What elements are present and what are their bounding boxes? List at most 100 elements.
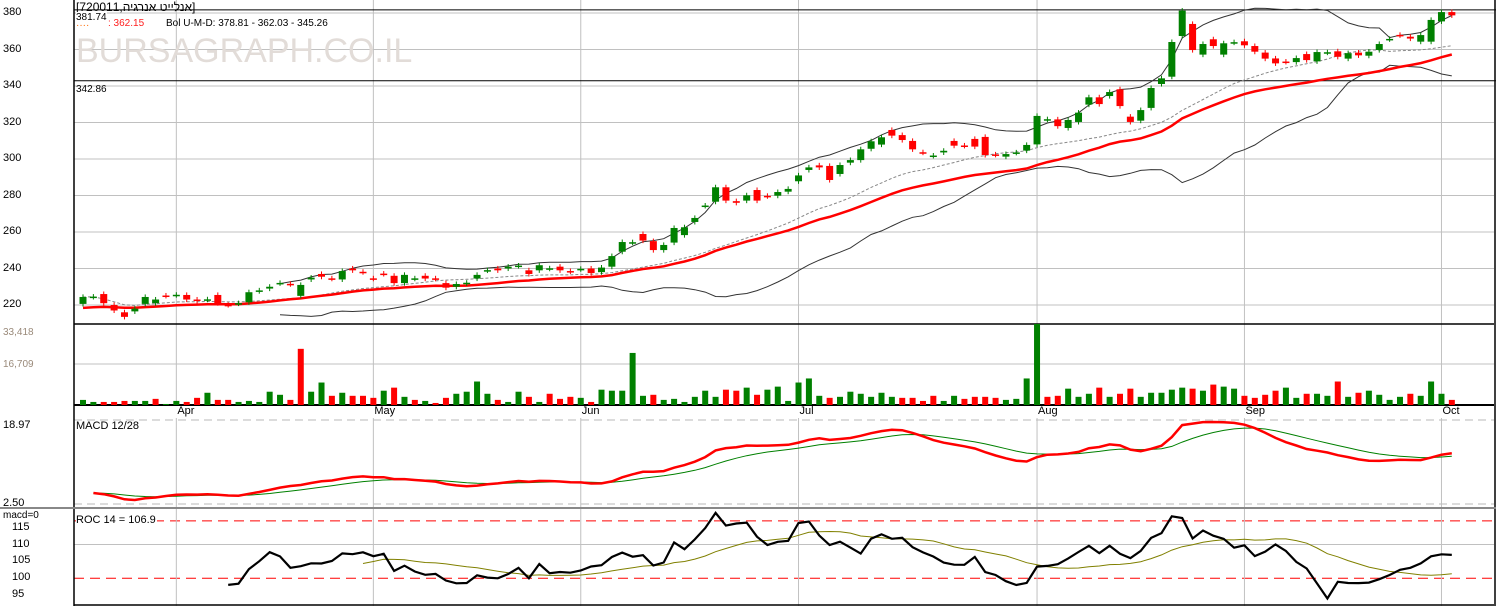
macd-tick-label: 2.50 bbox=[3, 497, 25, 509]
volume-bar bbox=[795, 382, 802, 405]
candle-body bbox=[193, 299, 201, 302]
price-tick-label: 380 bbox=[3, 6, 22, 18]
volume-bar bbox=[359, 395, 366, 405]
volume-bar bbox=[194, 397, 201, 405]
candle-body bbox=[400, 274, 408, 284]
volume-bar bbox=[722, 389, 729, 405]
candle-body bbox=[525, 270, 533, 274]
volume-tick-label: 33,418 bbox=[3, 327, 34, 338]
volume-bar bbox=[1241, 395, 1248, 405]
price-tick-label: 280 bbox=[3, 188, 22, 201]
candle-body bbox=[338, 271, 346, 280]
candle-body bbox=[421, 275, 429, 279]
volume-bar bbox=[235, 401, 242, 405]
bollinger-upper-line bbox=[279, 7, 1453, 285]
candle-body bbox=[608, 256, 616, 267]
volume-bar bbox=[1168, 389, 1175, 405]
volume-bar bbox=[1148, 392, 1155, 405]
volume-bar bbox=[1002, 399, 1009, 405]
volume-bar bbox=[930, 395, 937, 405]
candle-body bbox=[1365, 51, 1373, 56]
volume-bar bbox=[100, 401, 107, 405]
candle-body bbox=[483, 270, 491, 272]
candle-body bbox=[1064, 119, 1072, 128]
candle-body bbox=[172, 294, 180, 297]
candle-body bbox=[152, 299, 160, 304]
volume-bar bbox=[505, 401, 512, 405]
month-label: Aug bbox=[1038, 405, 1058, 417]
candle-body bbox=[753, 190, 761, 201]
volume-bar bbox=[1293, 397, 1300, 405]
candle-body bbox=[1220, 43, 1228, 55]
candle-body bbox=[743, 195, 751, 201]
volume-bar bbox=[681, 401, 688, 405]
candle-body bbox=[380, 273, 388, 276]
candle-body bbox=[1075, 112, 1083, 122]
volume-bar bbox=[111, 401, 118, 405]
candle-body bbox=[1085, 97, 1093, 105]
volume-bar bbox=[277, 394, 284, 405]
candle-body bbox=[1043, 119, 1051, 121]
volume-bar bbox=[422, 400, 429, 405]
candle-body bbox=[639, 234, 647, 241]
candle-body bbox=[162, 295, 170, 298]
volume-bar bbox=[318, 382, 325, 405]
candle-body bbox=[1313, 52, 1321, 62]
volume-bar bbox=[567, 396, 574, 405]
volume-bar bbox=[1386, 399, 1393, 405]
volume-bar bbox=[442, 397, 449, 405]
candle-body bbox=[1116, 89, 1124, 107]
volume-bar bbox=[1096, 387, 1103, 405]
candle-body bbox=[763, 195, 771, 198]
volume-bar bbox=[131, 400, 138, 405]
volume-bar bbox=[785, 400, 792, 405]
candle-body bbox=[1033, 115, 1041, 145]
volume-bar bbox=[1106, 396, 1113, 405]
volume-bar bbox=[629, 352, 636, 405]
volume-bar bbox=[287, 399, 294, 405]
candle-body bbox=[846, 160, 854, 163]
candle-body bbox=[463, 282, 471, 285]
candle-body bbox=[535, 265, 543, 271]
volume-bar bbox=[1075, 396, 1082, 405]
candle-body bbox=[1292, 58, 1300, 63]
volume-bar bbox=[1407, 393, 1414, 405]
candle-body bbox=[1189, 23, 1197, 51]
volume-bar bbox=[349, 395, 356, 405]
volume-bar bbox=[1324, 395, 1331, 405]
roc-tick-label: 105 bbox=[12, 554, 31, 567]
candle-body bbox=[960, 145, 968, 147]
candle-body bbox=[929, 155, 937, 158]
volume-bar bbox=[142, 400, 149, 405]
volume-bar bbox=[671, 398, 678, 405]
volume-bar bbox=[1034, 324, 1041, 405]
volume-bar bbox=[608, 390, 615, 405]
volume-bar bbox=[733, 390, 740, 405]
volume-bar bbox=[380, 390, 387, 405]
candle-body bbox=[1437, 12, 1445, 22]
price-tick-label: 360 bbox=[3, 42, 22, 55]
roc-line bbox=[228, 511, 1452, 601]
volume-bar bbox=[214, 399, 221, 405]
volume-bar bbox=[909, 397, 916, 405]
volume-bar bbox=[1013, 398, 1020, 405]
candle-body bbox=[815, 165, 823, 168]
volume-bar bbox=[702, 390, 709, 405]
low-line-label: 342.86 bbox=[76, 84, 107, 95]
candle-body bbox=[110, 305, 118, 311]
volume-bar bbox=[453, 393, 460, 405]
candle-body bbox=[1209, 39, 1217, 47]
volume-bar bbox=[557, 398, 564, 405]
macd-tick-label: 18.97 bbox=[3, 419, 31, 431]
candle-body bbox=[1157, 78, 1165, 84]
candle-body bbox=[328, 278, 336, 280]
volume-bar bbox=[816, 395, 823, 405]
volume-bar bbox=[494, 399, 501, 405]
bollinger-lower-line bbox=[279, 64, 1452, 317]
volume-bar bbox=[121, 400, 128, 405]
month-label: Oct bbox=[1442, 405, 1460, 417]
candle-body bbox=[1448, 12, 1456, 16]
volume-bar bbox=[961, 398, 968, 405]
volume-bar bbox=[536, 401, 543, 405]
volume-bar bbox=[173, 400, 180, 405]
